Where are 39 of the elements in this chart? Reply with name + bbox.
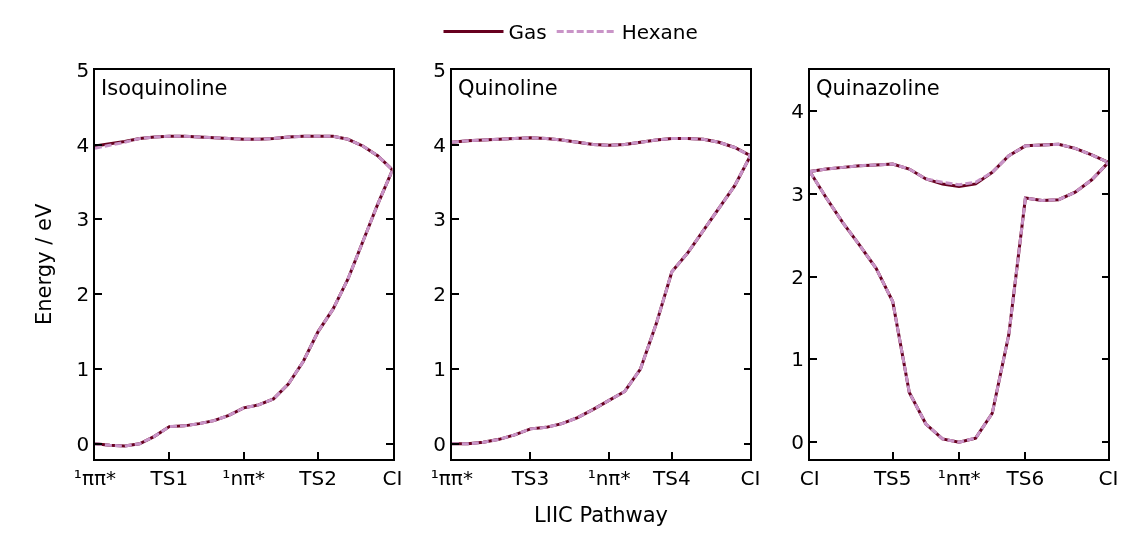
chart-title: Quinoline bbox=[458, 76, 558, 100]
x-tick-label: TS5 bbox=[872, 465, 912, 490]
y-tick-label: 4 bbox=[433, 132, 447, 157]
y-tick-label: 1 bbox=[791, 347, 805, 372]
x-tick-label: CI bbox=[740, 465, 761, 490]
x-tick-label: ¹ππ* bbox=[73, 465, 116, 490]
y-tick-label: 1 bbox=[433, 356, 447, 381]
legend-label: Hexane bbox=[621, 20, 698, 45]
y-tick-label: 3 bbox=[791, 181, 805, 206]
x-tick-label: TS4 bbox=[652, 465, 691, 490]
x-tick-label: ¹ππ* bbox=[430, 465, 473, 490]
x-tick-label: ¹nπ* bbox=[222, 465, 266, 490]
x-tick-label: ¹nπ* bbox=[937, 465, 981, 490]
x-tick-label: CI bbox=[1098, 465, 1119, 490]
x-tick-label: TS2 bbox=[298, 465, 337, 490]
y-tick-label: 4 bbox=[791, 99, 805, 124]
x-tick-label: TS3 bbox=[510, 465, 550, 490]
y-tick-label: 0 bbox=[433, 431, 447, 456]
y-tick-label: 5 bbox=[76, 57, 90, 82]
y-tick-label: 2 bbox=[791, 264, 805, 289]
legend-label: Gas bbox=[508, 20, 547, 45]
y-tick-label: 3 bbox=[76, 207, 90, 232]
y-tick-label: 2 bbox=[76, 282, 90, 307]
y-tick-label: 3 bbox=[433, 207, 447, 232]
y-tick-label: 4 bbox=[76, 132, 90, 157]
y-tick-label: 0 bbox=[791, 430, 805, 455]
y-tick-label: 0 bbox=[76, 431, 90, 456]
chart-title: Quinazoline bbox=[816, 76, 940, 100]
x-tick-label: CI bbox=[799, 465, 820, 490]
x-tick-label: ¹nπ* bbox=[587, 465, 631, 490]
y-axis-title: Energy / eV bbox=[32, 203, 57, 325]
x-tick-label: TS1 bbox=[149, 465, 189, 490]
x-tick-label: TS6 bbox=[1005, 465, 1045, 490]
y-tick-label: 1 bbox=[76, 356, 90, 381]
x-axis-title: LIIC Pathway bbox=[534, 503, 669, 527]
x-tick-label: CI bbox=[382, 465, 403, 490]
y-tick-label: 5 bbox=[433, 57, 447, 82]
chart-title: Isoquinoline bbox=[101, 76, 228, 100]
y-tick-label: 2 bbox=[433, 282, 447, 307]
